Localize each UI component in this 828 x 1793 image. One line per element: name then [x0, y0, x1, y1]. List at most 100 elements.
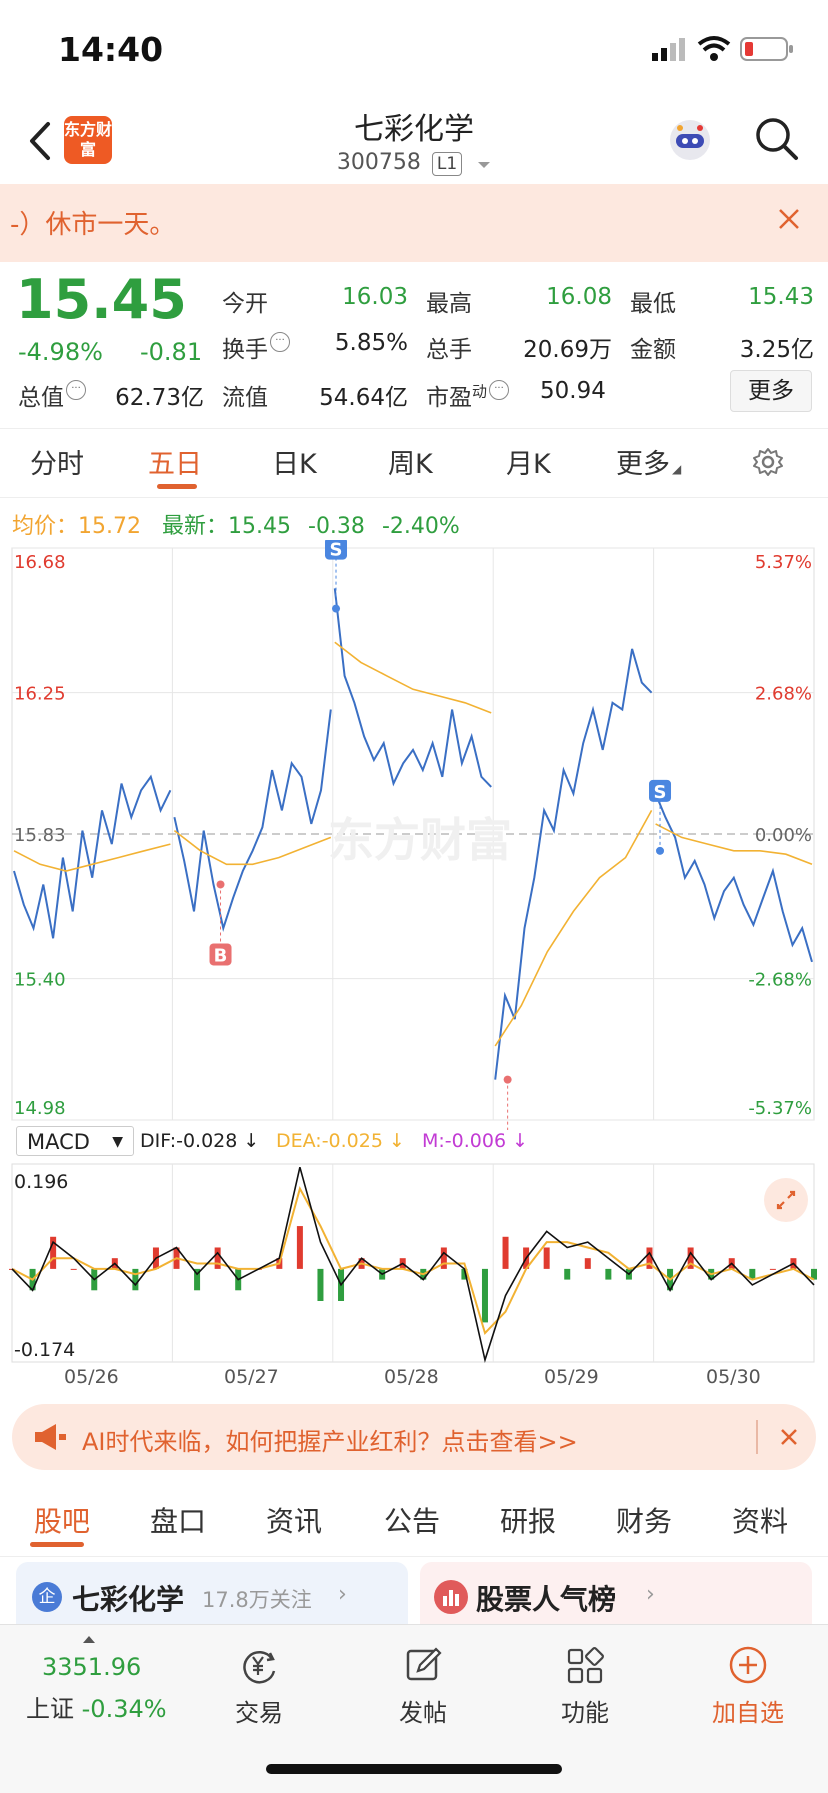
date-label: 05/30: [706, 1366, 761, 1388]
high-label: 最高: [426, 291, 472, 317]
index-value[interactable]: 3351.96: [42, 1653, 142, 1681]
macd-histogram-bar: [50, 1236, 57, 1269]
add-watchlist-icon[interactable]: [728, 1645, 768, 1689]
active-tab-indicator: [157, 484, 197, 489]
expand-icon[interactable]: [764, 1178, 808, 1222]
market-notice[interactable]: -）休市一天。: [0, 184, 828, 262]
pe-value: 50.94: [540, 378, 606, 404]
stock-name: 七彩化学: [354, 112, 474, 147]
turnover-label: 换手 ···: [222, 330, 290, 364]
functions-label[interactable]: 功能: [561, 1699, 609, 1727]
info-icon[interactable]: ···: [270, 332, 290, 352]
home-indicator: [266, 1764, 562, 1774]
macd-histogram-bar: [502, 1236, 509, 1269]
tab-monthly-k[interactable]: 月K: [506, 449, 551, 480]
stock-code-row[interactable]: 300758 L1: [0, 150, 828, 176]
macd-histogram-bar: [687, 1247, 694, 1269]
divider: [0, 1556, 828, 1557]
y-tick-label: 14.98: [14, 1098, 66, 1119]
functions-grid-icon[interactable]: [566, 1647, 604, 1689]
close-icon[interactable]: [772, 1420, 806, 1458]
trade-yen-icon[interactable]: [236, 1645, 282, 1691]
popularity-card[interactable]: 股票人气榜 ›: [420, 1562, 812, 1624]
macd-histogram-bar: [214, 1247, 221, 1269]
stock-code: 300758: [336, 150, 421, 175]
open-value: 16.03: [342, 284, 408, 310]
wifi-icon: [697, 34, 731, 66]
tab-five-day[interactable]: 五日: [148, 449, 202, 480]
tab-intraday[interactable]: 分时: [30, 449, 84, 480]
last-price: 15.45: [16, 268, 187, 331]
date-label: 05/28: [384, 1366, 439, 1388]
price-line: [654, 793, 813, 963]
turnover-value: 5.85%: [334, 330, 408, 356]
tab-reports[interactable]: 研报: [500, 1505, 557, 1538]
macd-histogram-bar: [811, 1268, 817, 1280]
post-label[interactable]: 发帖: [399, 1699, 447, 1727]
back-icon[interactable]: [22, 118, 62, 164]
macd-histogram-bar: [70, 1268, 77, 1270]
more-quote-button[interactable]: 更多: [730, 370, 812, 412]
tab-weekly-k[interactable]: 周K: [388, 449, 433, 480]
promo-banner[interactable]: AI时代来临，如何把握产业红利？点击查看>>: [12, 1404, 816, 1470]
macd-histogram-bar: [564, 1268, 571, 1280]
macd-histogram-bar: [317, 1268, 324, 1301]
latest-change: -0.38: [308, 514, 365, 539]
chevron-right-icon: ›: [338, 1582, 347, 1607]
buy-marker: B: [214, 945, 228, 966]
indicator-select[interactable]: MACD ▼: [16, 1126, 134, 1156]
macd-histogram-bar: [132, 1268, 139, 1291]
add-watchlist-label[interactable]: 加自选: [712, 1699, 784, 1727]
close-icon[interactable]: [772, 202, 806, 236]
tab-daily-k[interactable]: 日K: [272, 449, 317, 480]
latest-label: 最新：: [162, 514, 229, 539]
macd-histogram-bar: [440, 1247, 447, 1269]
macd-max-label: 0.196: [14, 1171, 68, 1193]
info-icon[interactable]: ···: [66, 380, 86, 400]
average-line: [334, 641, 492, 714]
tab-finance[interactable]: 财务: [616, 1505, 673, 1538]
average-line: [173, 829, 332, 866]
y-tick-pct-label: -5.37%: [748, 1098, 812, 1119]
price-line: [13, 774, 172, 939]
ranking-icon: [434, 1580, 468, 1614]
brand-logo[interactable]: 东方财富: [64, 116, 112, 164]
mcap-value: 62.73亿: [115, 385, 204, 411]
stock-bar-card[interactable]: 企 七彩化学 17.8万关注 ›: [16, 1562, 408, 1624]
chart-tab-bar: [0, 428, 828, 498]
tab-more[interactable]: 更多 ◢: [616, 449, 682, 480]
price-line: [494, 648, 653, 1080]
post-edit-icon[interactable]: [404, 1645, 444, 1689]
change-percent: -4.98%: [18, 338, 103, 366]
trade-label[interactable]: 交易: [235, 1699, 283, 1727]
macd-chart[interactable]: 0.196 -0.174: [0, 1160, 828, 1366]
change-amount: -0.81: [140, 338, 203, 366]
caret-up-icon: [82, 1629, 96, 1648]
macd-histogram-bar: [543, 1247, 550, 1269]
info-icon[interactable]: ···: [489, 380, 510, 400]
date-label: 05/27: [224, 1366, 279, 1388]
company-icon: 企: [32, 1582, 62, 1612]
tab-news[interactable]: 资讯: [266, 1505, 323, 1538]
search-icon[interactable]: [752, 114, 802, 164]
macd-histogram-bar: [769, 1268, 776, 1270]
caret-icon: ◢: [672, 462, 682, 476]
macd-histogram-bar: [296, 1226, 303, 1269]
tab-profile[interactable]: 资料: [732, 1505, 789, 1538]
marker-badge: [209, 943, 232, 966]
amount-label: 金额: [630, 337, 676, 363]
five-day-price-chart[interactable]: 东方财富 16.68 16.25 15.83 15.40 14.98 5.37% 2.68% 0…: [0, 540, 828, 1130]
chevron-down-icon: [477, 151, 491, 176]
assistant-robot-icon[interactable]: [664, 114, 716, 166]
tab-guba[interactable]: 股吧: [34, 1505, 91, 1538]
settings-gear-icon[interactable]: [752, 446, 784, 482]
chevron-right-icon: ›: [646, 1582, 655, 1607]
chart-info-line: 均价：15.72 最新：15.45 -0.38 -2.40%: [12, 508, 460, 540]
latest-value: 15.45: [228, 514, 291, 539]
price-line: [173, 709, 332, 932]
macd-min-label: -0.174: [14, 1339, 75, 1361]
index-summary[interactable]: 上证 -0.34%: [26, 1689, 167, 1724]
tab-announcements[interactable]: 公告: [384, 1505, 441, 1538]
tab-pankou[interactable]: 盘口: [150, 1505, 207, 1538]
status-time: 14:40: [58, 30, 164, 69]
